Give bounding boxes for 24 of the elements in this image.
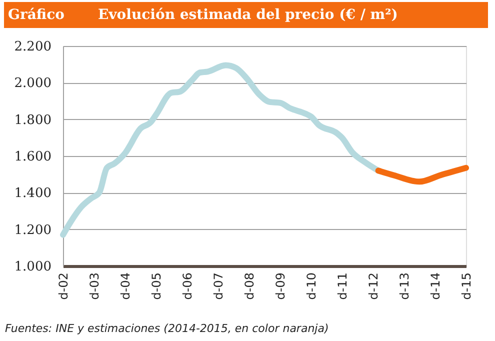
x-tick-label: d-04 bbox=[118, 272, 133, 300]
x-tick-label: d-09 bbox=[274, 272, 288, 300]
y-tick-label: 1.600 bbox=[14, 150, 52, 164]
y-tick-label: 1.800 bbox=[14, 112, 52, 128]
source-note: Fuentes: INE y estimaciones (2014-2015, en color naranja) bbox=[5, 322, 329, 335]
x-tick-label: d-07 bbox=[211, 272, 226, 300]
x-tick-label: d-15 bbox=[460, 272, 474, 300]
y-tick-label: 2.000 bbox=[14, 76, 52, 92]
x-tick-label: d-02 bbox=[56, 272, 70, 300]
x-tick-label: d-08 bbox=[242, 272, 257, 300]
x-tick-label: d-10 bbox=[304, 272, 319, 300]
x-tick-label: d-12 bbox=[366, 272, 381, 300]
y-tick-label: 2.200 bbox=[14, 40, 52, 54]
text: Gráfico bbox=[8, 7, 64, 23]
x-tick-label: d-14 bbox=[428, 272, 443, 300]
x-tick-label: d-13 bbox=[398, 272, 412, 300]
y-tick-label: 1.000 bbox=[14, 260, 52, 274]
x-tick-label: d-05 bbox=[150, 272, 164, 300]
x-tick-label: d-03 bbox=[87, 272, 102, 300]
chart-title: Evolución estimada del precio (€ / m²) bbox=[98, 7, 398, 23]
y-tick-label: 1.200 bbox=[14, 222, 52, 238]
y-tick-label: 1.400 bbox=[14, 186, 52, 202]
x-tick-label: d-06 bbox=[180, 272, 195, 300]
x-tick-label: d-11 bbox=[335, 272, 350, 300]
